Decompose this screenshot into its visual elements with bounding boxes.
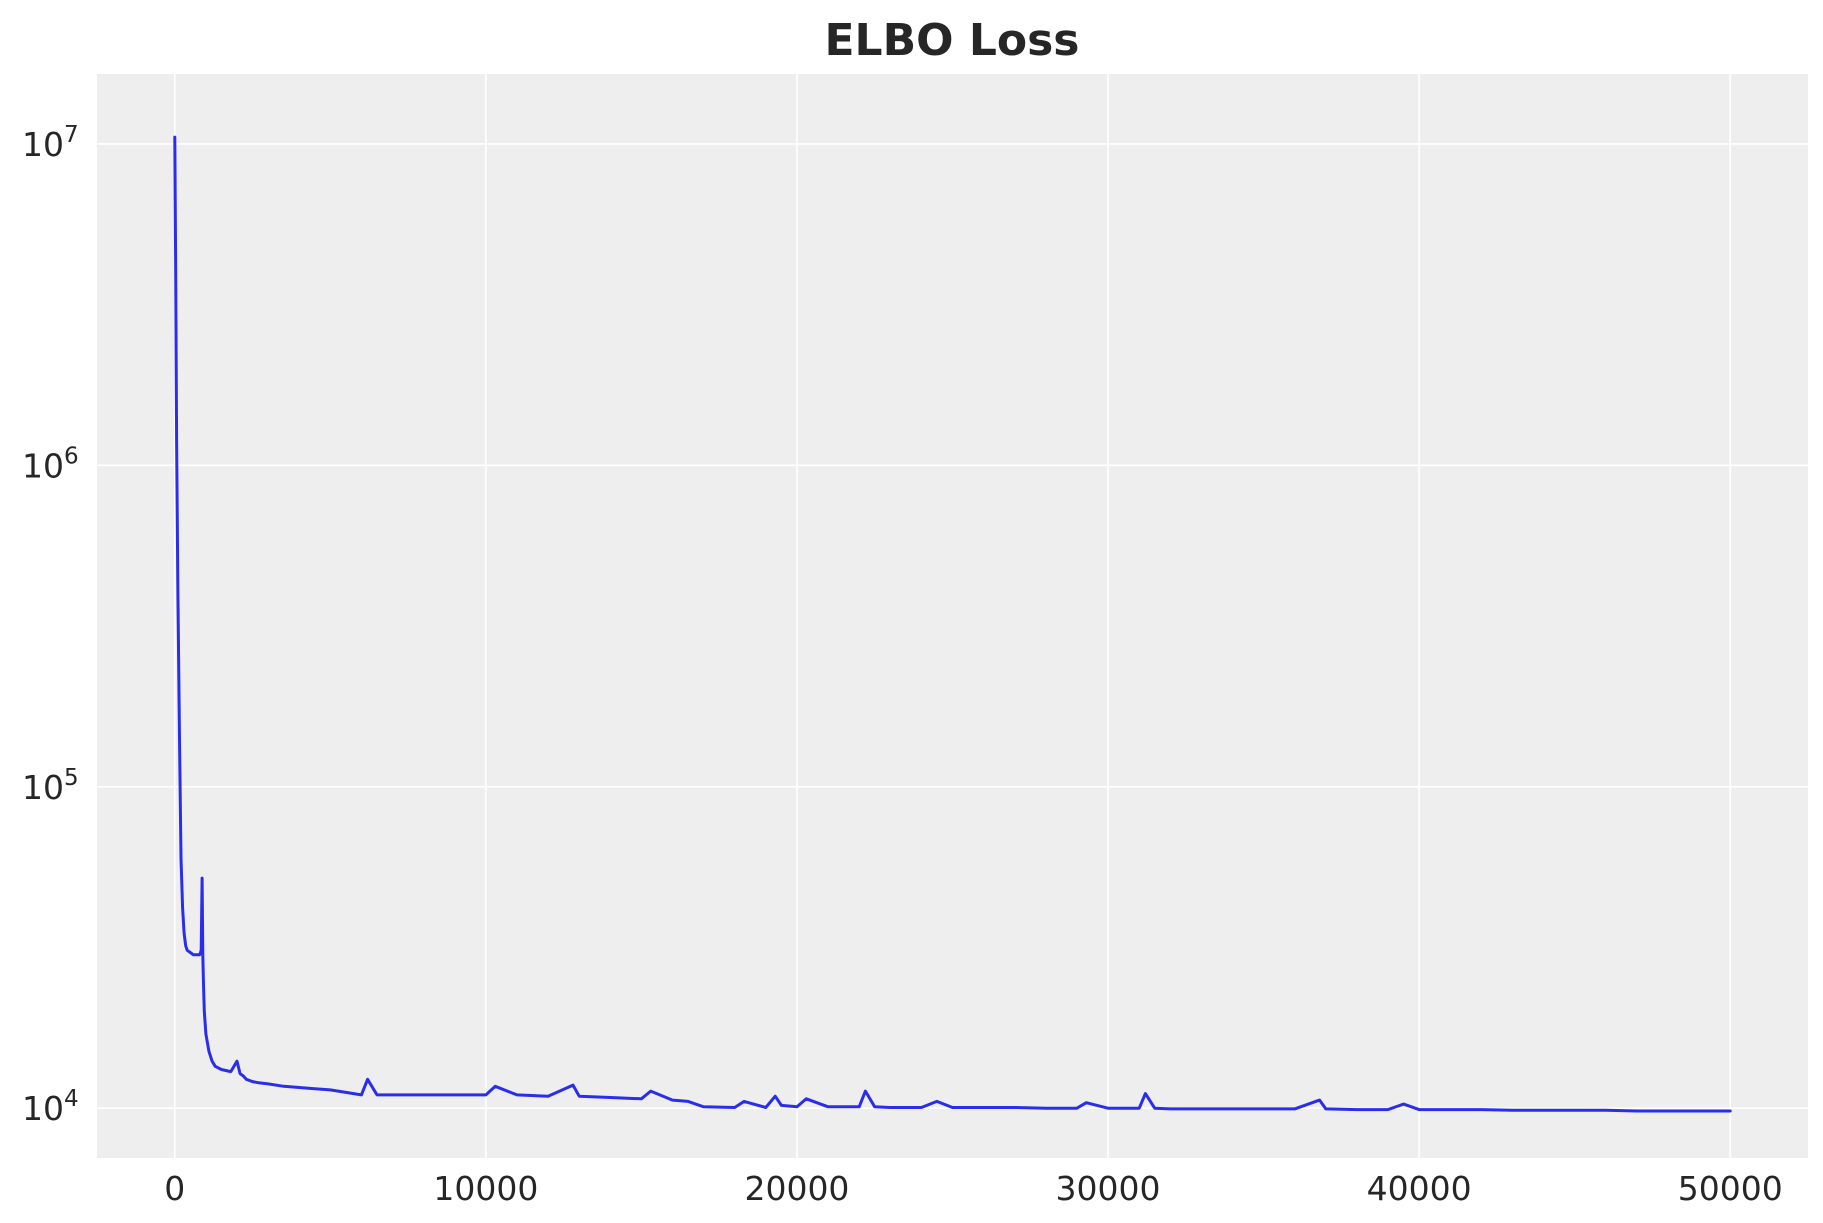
y-axis-tick-labels: 104 105 106 107 bbox=[22, 122, 79, 1128]
series-layer bbox=[173, 135, 1732, 1113]
y-tick-label: 104 bbox=[22, 1086, 79, 1128]
x-tick-label: 20000 bbox=[744, 1169, 849, 1208]
x-tick-label: 40000 bbox=[1367, 1169, 1472, 1208]
x-tick-label: 50000 bbox=[1678, 1169, 1783, 1208]
x-tick-label: 0 bbox=[164, 1169, 185, 1208]
x-tick-label: 30000 bbox=[1056, 1169, 1161, 1208]
y-tick-label: 105 bbox=[22, 765, 79, 807]
y-tick-label: 106 bbox=[22, 443, 79, 485]
x-axis-tick-labels: 0 10000 20000 30000 40000 50000 bbox=[164, 1169, 1782, 1208]
grid-lines bbox=[97, 74, 1808, 1158]
chart-title: ELBO Loss bbox=[825, 15, 1080, 66]
plot-background bbox=[97, 74, 1808, 1158]
series-line bbox=[173, 135, 1732, 1113]
x-tick-label: 10000 bbox=[433, 1169, 538, 1208]
y-tick-label: 107 bbox=[22, 122, 79, 164]
